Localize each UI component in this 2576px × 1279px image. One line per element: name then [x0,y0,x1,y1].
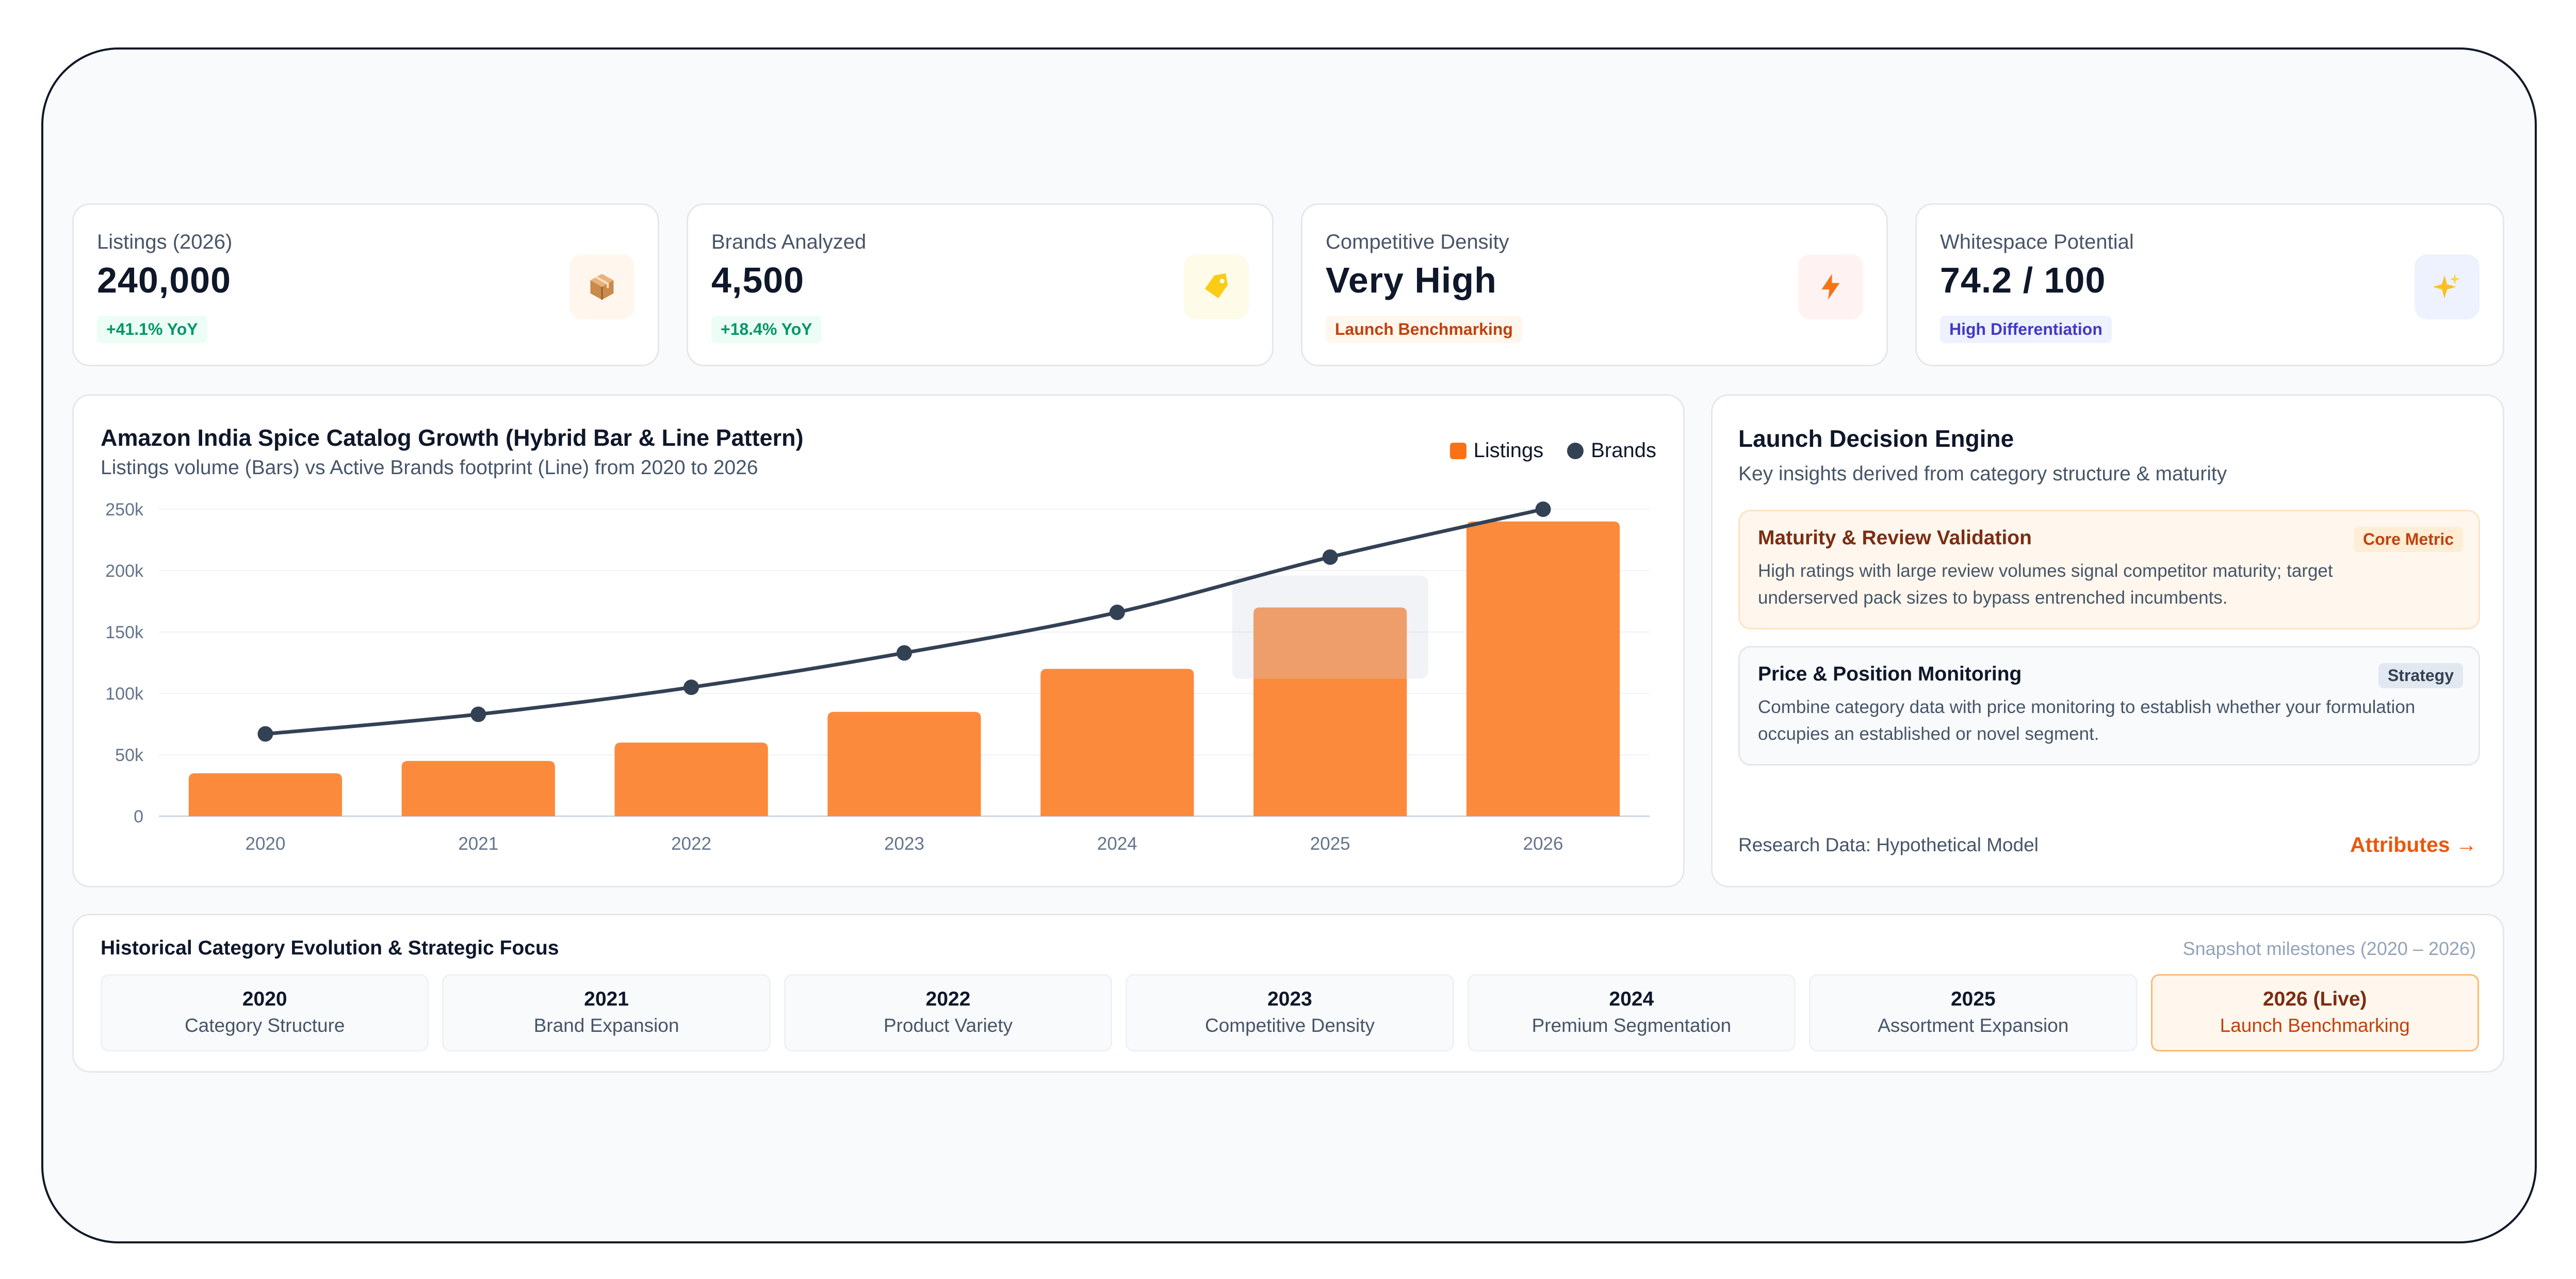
x-tick-label: 2026 [1523,834,1563,854]
timeline-item-2024[interactable]: 2024 Premium Segmentation [1467,974,1796,1051]
y-tick-label: 250k [105,500,144,520]
legend-label-brands: Brands [1591,439,1656,462]
brands-point-2025 [1322,549,1338,565]
kpi-value: 240,000 [97,260,232,300]
kpi-badge: High Differentiation [1940,316,2112,343]
timeline-item-2026-live[interactable]: 2026 (Live) Launch Benchmarking [2150,974,2479,1051]
kpi-label: Competitive Density [1326,231,1509,253]
timeline-label: Competitive Density [1204,1015,1375,1036]
insight-title: Maturity & Review Validation [1758,527,2032,549]
y-tick-label: 150k [105,623,144,642]
timeline-label: Premium Segmentation [1531,1015,1732,1036]
brands-point-2022 [683,679,699,695]
kpi-label: Listings (2026) [97,231,233,253]
engine-title: Launch Decision Engine [1738,425,2014,452]
attributes-link[interactable]: Attributes → [2350,833,2477,856]
tooltip-backdrop [1232,575,1428,679]
x-tick-label: 2022 [671,834,711,854]
timeline-item-2021[interactable]: 2021 Brand Expansion [442,974,771,1051]
timeline-item-2023[interactable]: 2023 Competitive Density [1126,974,1454,1051]
timeline-year: 2026 (Live) [2262,988,2367,1010]
chart-card: Amazon India Spice Catalog Growth (Hybri… [72,394,1685,887]
brands-point-2021 [470,706,486,722]
package-icon [569,254,634,319]
insight-card-maturity: Maturity & Review Validation Core Metric… [1738,510,2480,629]
kpi-card-listings: Listings (2026) 240,000 +41.1% YoY [72,203,659,366]
brands-point-2020 [257,726,273,742]
bar-2024 [1040,669,1194,816]
chart-plot: 0 50k 100k 150k 200k 250k 2020 2021 2022 2023 2024… [105,500,1650,854]
x-tick-label: 2025 [1310,834,1350,854]
chart-legend: Listings Brands [1449,439,1656,462]
timeline-year: 2023 [1267,988,1312,1010]
timeline-item-2025[interactable]: 2025 Assortment Expansion [1809,974,2138,1051]
x-tick-label: 2023 [884,834,924,854]
y-tick-label: 100k [105,684,144,704]
brands-point-2026 [1535,501,1551,517]
timeline-label: Category Structure [184,1015,345,1036]
kpi-badge: Launch Benchmarking [1326,316,1522,343]
timeline-year: 2022 [925,988,971,1010]
kpi-card-density: Competitive Density Very High Launch Ben… [1301,203,1888,366]
timeline-title: Historical Category Evolution & Strategi… [101,937,559,959]
kpi-value: Very High [1326,260,1497,300]
bar-2025 [1253,607,1407,816]
timeline-item-2020[interactable]: 2020 Category Structure [101,974,429,1051]
y-tick-label: 200k [105,561,144,581]
timeline-row: 2020 Category Structure 2021 Brand Expan… [101,974,2479,1051]
insight-title: Price & Position Monitoring [1758,663,2022,685]
decision-engine-card: Launch Decision Engine Key insights deri… [1711,394,2504,887]
y-tick-label: 0 [134,807,143,827]
timeline-note: Snapshot milestones (2020 – 2026) [2182,938,2476,959]
insight-text: Combine category data with price monitor… [1758,697,2416,744]
kpi-badge: +41.1% YoY [97,316,207,343]
x-tick-label: 2020 [245,834,285,854]
timeline-label: Product Variety [883,1015,1013,1036]
tag-icon [1184,254,1249,319]
x-tick-label: 2024 [1097,834,1137,854]
insight-tag: Core Metric [2353,527,2463,552]
kpi-value: 74.2 / 100 [1940,260,2106,300]
bar-2023 [827,711,981,816]
legend-swatch-brands [1567,442,1584,459]
insight-tag: Strategy [2378,663,2463,688]
kpi-value: 4,500 [711,260,805,300]
timeline-label: Assortment Expansion [1878,1015,2069,1036]
brands-point-2024 [1109,604,1125,620]
kpi-label: Brands Analyzed [711,231,867,253]
sparkles-icon [2415,254,2480,319]
kpi-card-brands: Brands Analyzed 4,500 +18.4% YoY [687,203,1274,366]
x-tick-label: 2021 [458,834,498,854]
timeline-card: Historical Category Evolution & Strategi… [72,914,2504,1073]
kpi-label: Whitespace Potential [1940,231,2134,253]
kpi-card-whitespace: Whitespace Potential 74.2 / 100 High Dif… [1915,203,2504,366]
chart-title: Amazon India Spice Catalog Growth (Hybri… [101,425,804,451]
bar-2022 [614,742,768,816]
insight-card-price: Price & Position Monitoring Strategy Com… [1738,646,2480,766]
timeline-year: 2020 [242,988,287,1010]
bar-2021 [401,760,555,816]
bar-2026 [1466,521,1620,816]
y-tick-label: 50k [115,746,144,765]
legend-swatch-listings [1449,442,1466,459]
insight-text: High ratings with large review volumes s… [1758,561,2333,608]
chart-subtitle: Listings volume (Bars) vs Active Brands … [101,457,758,479]
brands-point-2023 [896,645,912,661]
kpi-badge: +18.4% YoY [711,316,822,343]
timeline-label: Launch Benchmarking [2220,1015,2410,1036]
legend-label-listings: Listings [1473,439,1544,462]
timeline-year: 2025 [1950,988,1996,1010]
timeline-year: 2021 [584,988,629,1010]
timeline-year: 2024 [1609,988,1654,1010]
engine-subtitle: Key insights derived from category struc… [1738,463,2227,485]
bar-2020 [188,773,343,816]
research-data-note: Research Data: Hypothetical Model [1738,834,2039,855]
lightning-icon [1798,254,1863,319]
timeline-item-2022[interactable]: 2022 Product Variety [784,974,1113,1051]
timeline-label: Brand Expansion [533,1015,679,1036]
